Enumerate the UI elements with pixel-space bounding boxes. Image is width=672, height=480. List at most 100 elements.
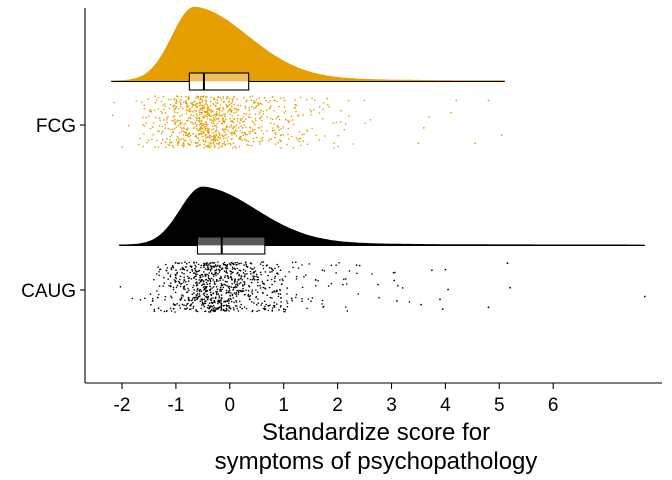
data-point bbox=[217, 108, 219, 110]
data-point bbox=[235, 283, 237, 286]
data-point bbox=[182, 268, 184, 271]
data-point bbox=[226, 267, 229, 270]
data-point bbox=[207, 267, 210, 270]
data-point bbox=[260, 304, 263, 306]
data-point bbox=[176, 271, 178, 274]
data-point bbox=[206, 113, 209, 116]
x-tick-label: -2 bbox=[114, 395, 131, 416]
data-point bbox=[195, 266, 197, 268]
data-point bbox=[298, 131, 301, 133]
data-point bbox=[292, 123, 295, 125]
data-point bbox=[194, 122, 197, 124]
data-point bbox=[214, 146, 216, 149]
data-point bbox=[275, 118, 278, 120]
x-tick-label: 0 bbox=[225, 395, 236, 416]
data-point bbox=[251, 289, 254, 291]
data-point bbox=[295, 296, 297, 299]
data-point bbox=[232, 307, 235, 309]
data-point bbox=[225, 98, 228, 100]
data-point bbox=[236, 117, 239, 120]
data-point bbox=[249, 295, 252, 297]
data-point bbox=[174, 123, 176, 125]
data-point bbox=[168, 107, 171, 110]
data-point bbox=[175, 139, 178, 141]
data-point bbox=[194, 268, 196, 270]
data-point bbox=[234, 126, 236, 128]
data-point bbox=[218, 307, 220, 309]
data-point bbox=[221, 267, 223, 269]
data-point bbox=[204, 310, 206, 313]
data-point bbox=[216, 288, 219, 291]
data-point bbox=[310, 110, 313, 113]
data-point bbox=[233, 267, 235, 270]
data-point bbox=[205, 121, 207, 123]
data-point bbox=[278, 129, 281, 131]
data-point bbox=[313, 109, 315, 111]
data-point bbox=[267, 101, 270, 104]
data-point bbox=[287, 133, 289, 135]
data-point bbox=[271, 270, 273, 273]
data-point bbox=[228, 101, 230, 103]
data-point bbox=[328, 106, 331, 108]
data-point bbox=[204, 141, 207, 143]
data-point bbox=[158, 130, 160, 132]
data-point bbox=[233, 95, 236, 98]
data-point bbox=[244, 107, 247, 110]
data-point bbox=[199, 99, 201, 101]
data-point bbox=[263, 96, 266, 99]
data-point bbox=[244, 118, 247, 120]
data-point bbox=[198, 139, 200, 142]
data-point bbox=[298, 138, 300, 140]
data-point bbox=[297, 114, 300, 116]
data-point bbox=[188, 132, 191, 134]
data-point bbox=[255, 119, 257, 122]
data-point bbox=[218, 112, 221, 114]
data-point bbox=[322, 118, 324, 120]
data-point bbox=[266, 264, 268, 266]
data-point bbox=[229, 297, 231, 300]
data-point bbox=[255, 136, 258, 139]
data-point bbox=[219, 136, 222, 139]
data-point bbox=[234, 262, 237, 264]
data-point bbox=[201, 135, 204, 138]
data-point bbox=[218, 120, 221, 123]
data-point bbox=[337, 134, 340, 137]
data-point bbox=[315, 285, 317, 287]
data-point bbox=[220, 297, 223, 299]
data-point bbox=[261, 103, 263, 106]
data-point bbox=[227, 136, 230, 138]
data-point bbox=[224, 118, 227, 120]
data-point bbox=[216, 127, 218, 129]
data-point bbox=[200, 133, 202, 135]
data-point bbox=[182, 281, 185, 283]
data-point bbox=[216, 138, 218, 141]
data-point bbox=[183, 131, 186, 133]
data-point bbox=[236, 272, 238, 275]
data-point bbox=[169, 307, 172, 310]
data-point bbox=[220, 282, 223, 285]
data-point bbox=[230, 133, 233, 135]
data-point bbox=[239, 306, 241, 308]
data-point bbox=[225, 103, 227, 106]
data-point bbox=[220, 268, 223, 271]
data-point bbox=[207, 277, 210, 280]
data-point bbox=[271, 118, 274, 121]
data-point bbox=[180, 106, 182, 108]
data-point bbox=[213, 275, 215, 278]
data-point bbox=[199, 300, 202, 303]
data-point bbox=[162, 285, 164, 287]
data-point bbox=[263, 300, 266, 303]
data-point bbox=[224, 275, 227, 277]
data-point bbox=[220, 275, 222, 278]
data-point bbox=[217, 293, 220, 295]
data-point bbox=[223, 270, 226, 273]
data-point bbox=[155, 273, 158, 275]
data-point bbox=[153, 278, 155, 281]
data-point bbox=[221, 143, 224, 145]
data-point bbox=[172, 265, 174, 268]
data-point bbox=[183, 279, 186, 282]
data-point bbox=[314, 279, 317, 281]
data-point bbox=[221, 288, 224, 291]
data-point bbox=[144, 297, 146, 300]
data-point bbox=[282, 134, 285, 136]
